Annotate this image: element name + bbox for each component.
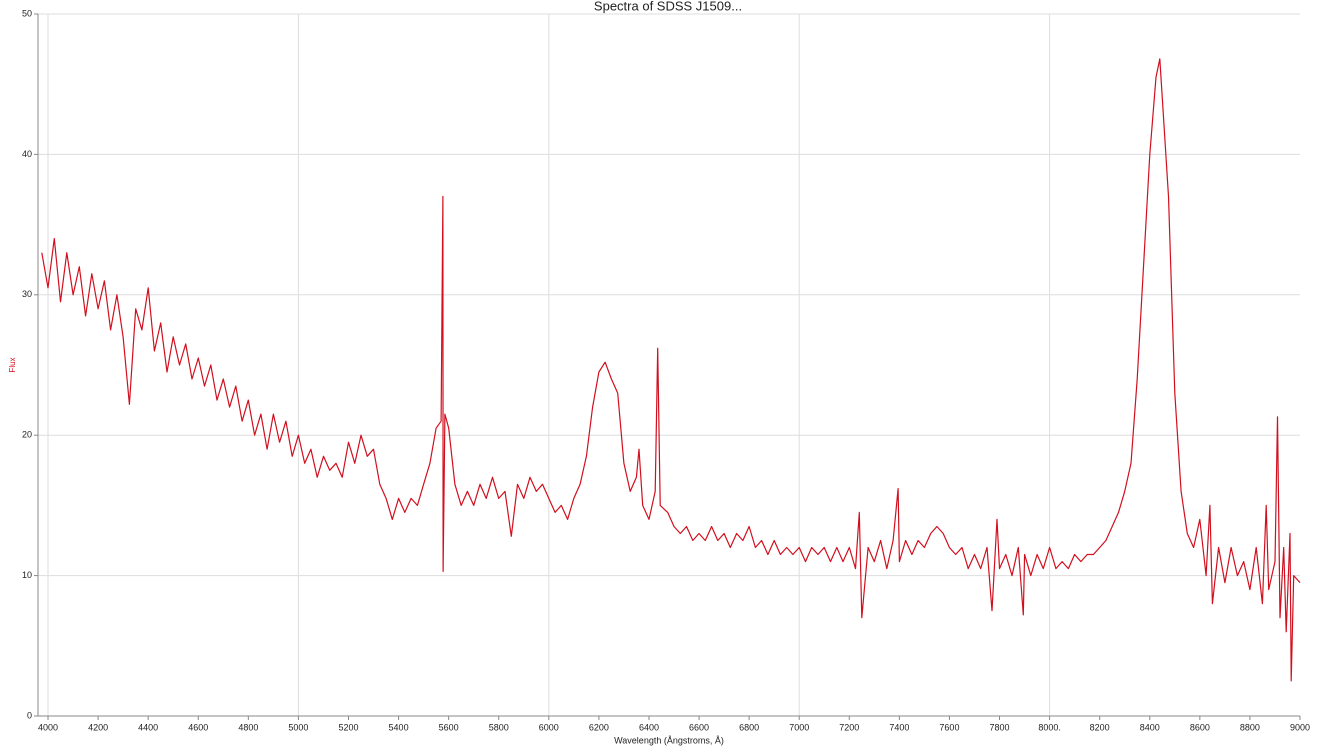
y-tick-label: 50 [22,8,32,18]
spectrum-line [41,58,1301,682]
x-tick-label: 7000 [789,722,809,732]
x-tick-label: 6200 [589,722,609,732]
x-tick-label: 5400 [389,722,409,732]
x-tick-label: 5000 [288,722,308,732]
x-tick-label: 5600 [439,722,459,732]
x-tick-label: 7800 [990,722,1010,732]
x-axis-label: Wavelength (Ångstroms, Å) [614,735,724,745]
x-tick-label: 4000 [38,722,58,732]
x-tick-label: 6400 [639,722,659,732]
y-tick-label: 30 [22,289,32,299]
x-tick-label: 6000 [539,722,559,732]
x-tick-label: 7600 [939,722,959,732]
x-tick-label: 4200 [88,722,108,732]
x-tick-label: 4400 [138,722,158,732]
x-tick-label: 4800 [238,722,258,732]
y-tick-label: 10 [22,570,32,580]
x-tick-label: 4600 [188,722,208,732]
chart-title: Spectra of SDSS J1509... [594,0,742,13]
x-tick-label: 5800 [489,722,509,732]
x-tick-label: 5200 [338,722,358,732]
x-tick-label: 9000 [1290,722,1310,732]
x-tick-label: 7200 [839,722,859,732]
x-tick-label: 8600 [1190,722,1210,732]
x-tick-label: 8800 [1240,722,1260,732]
x-tick-label: 6600 [689,722,709,732]
x-tick-label: 8000. [1038,722,1061,732]
y-tick-label: 40 [22,149,32,159]
x-tick-label: 6800 [739,722,759,732]
x-tick-label: 8400 [1140,722,1160,732]
x-tick-label: 7400 [889,722,909,732]
y-axis-label: Flux [8,357,17,372]
x-tick-label: 8200 [1090,722,1110,732]
y-tick-label: 20 [22,430,32,440]
y-tick-label: 0 [27,710,32,720]
